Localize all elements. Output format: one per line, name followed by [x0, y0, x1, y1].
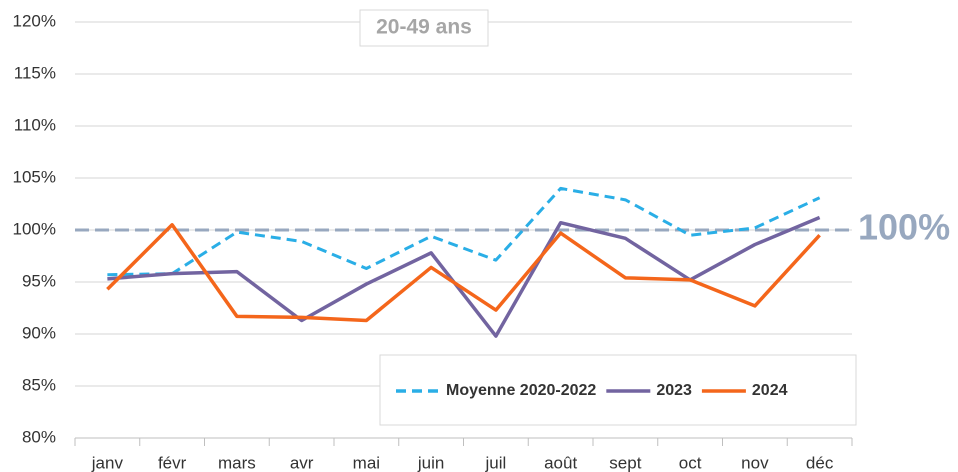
chart-title: 20-49 ans — [376, 16, 472, 39]
legend-label: Moyenne 2020-2022 — [446, 382, 596, 399]
legend-label: 2023 — [656, 382, 692, 399]
series-line — [107, 215, 821, 338]
x-tick-label: mai — [353, 453, 380, 472]
y-tick-label: 115% — [14, 63, 56, 82]
x-tick-label: déc — [806, 453, 834, 472]
x-tick-label: oct — [679, 453, 702, 472]
legend: Moyenne 2020-2022 2023 2024 — [379, 354, 857, 426]
title-background — [359, 9, 489, 47]
x-tick-label: févr — [158, 453, 187, 472]
x-tick-label: nov — [741, 453, 769, 472]
series-line — [107, 186, 821, 277]
x-tick-label: avr — [290, 453, 314, 472]
series-line — [106, 223, 821, 323]
reference-label: 100% — [858, 207, 950, 248]
y-tick-label: 85% — [22, 375, 56, 394]
y-tick-label: 105% — [13, 167, 56, 186]
title-box: 20-49 ans — [359, 9, 489, 47]
y-tick-label: 80% — [22, 427, 56, 446]
x-tick-label: août — [544, 453, 577, 472]
y-tick-label: 110% — [14, 115, 56, 134]
y-tick-label: 120% — [13, 11, 56, 30]
y-tick-label: 95% — [22, 271, 56, 290]
x-tick-label: juin — [417, 453, 444, 472]
x-tick-label: juil — [484, 453, 506, 472]
y-tick-label: 100% — [13, 219, 56, 238]
x-tick-label: janv — [91, 453, 124, 472]
y-tick-label: 90% — [22, 323, 56, 342]
x-tick-label: mars — [218, 453, 256, 472]
x-tick-label: sept — [609, 453, 641, 472]
legend-label: 2024 — [752, 382, 788, 399]
